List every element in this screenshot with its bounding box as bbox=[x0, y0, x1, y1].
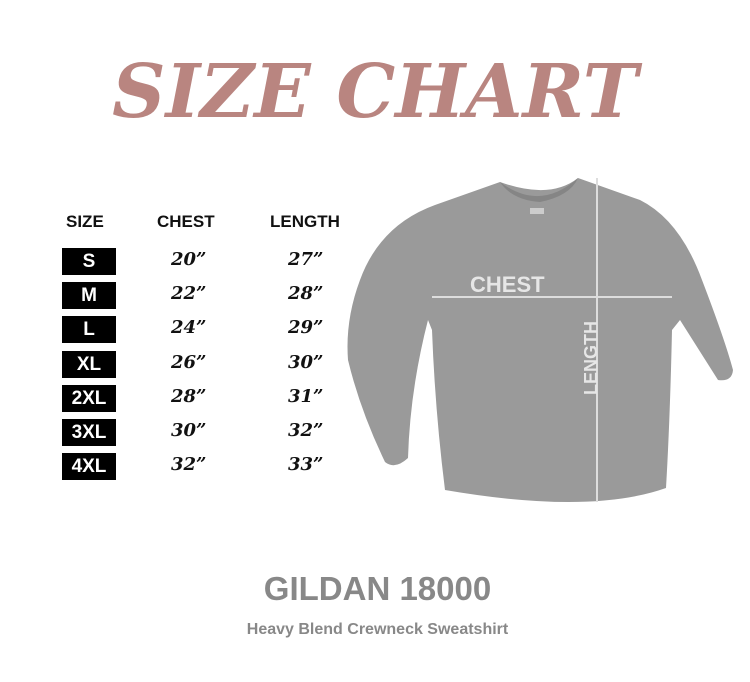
chest-label: CHEST bbox=[470, 272, 545, 297]
length-label: LENGTH bbox=[581, 321, 601, 395]
chest-value: 30” bbox=[171, 420, 207, 441]
table-row: S 20” 27” bbox=[62, 248, 362, 275]
length-value: 30” bbox=[288, 351, 324, 373]
size-badge: 3XL bbox=[62, 419, 116, 446]
chest-value: 26” bbox=[171, 351, 207, 373]
sweatshirt-image: CHEST LENGTH bbox=[347, 178, 733, 503]
size-badge: XL bbox=[62, 350, 116, 378]
product-model: GILDAN 18000 bbox=[263, 570, 492, 607]
table-row: XL 26” 30” bbox=[62, 350, 362, 378]
length-value: 27” bbox=[288, 249, 324, 270]
table-row: M 22” 28” bbox=[62, 282, 362, 310]
header-size: SIZE bbox=[66, 212, 104, 231]
length-value: 29” bbox=[288, 317, 324, 339]
table-row: 3XL 30” 32” bbox=[62, 419, 362, 446]
chest-value: 24” bbox=[171, 317, 207, 339]
size-badge: 2XL bbox=[62, 384, 116, 412]
chest-value: 20” bbox=[171, 249, 207, 270]
table-row: 2XL 28” 31” bbox=[62, 384, 362, 412]
size-badge: L bbox=[62, 316, 116, 344]
header-chest: CHEST bbox=[157, 212, 215, 231]
chest-value: 22” bbox=[171, 283, 207, 305]
size-badge: 4XL bbox=[62, 453, 116, 481]
table-row: L 24” 29” bbox=[62, 316, 362, 344]
size-badge: S bbox=[62, 248, 116, 275]
chest-value: 28” bbox=[171, 385, 207, 407]
length-value: 33” bbox=[288, 454, 324, 476]
table-row: 4XL 32” 33” bbox=[62, 453, 362, 481]
product-description: Heavy Blend Crewneck Sweatshirt bbox=[246, 621, 509, 638]
chest-value: 32” bbox=[171, 454, 207, 476]
page-title: SIZE CHART bbox=[112, 49, 638, 135]
header-length: LENGTH bbox=[270, 212, 340, 231]
length-value: 28” bbox=[288, 283, 324, 305]
size-badge: M bbox=[62, 282, 116, 310]
length-value: 32” bbox=[288, 420, 324, 441]
length-value: 31” bbox=[288, 385, 324, 407]
